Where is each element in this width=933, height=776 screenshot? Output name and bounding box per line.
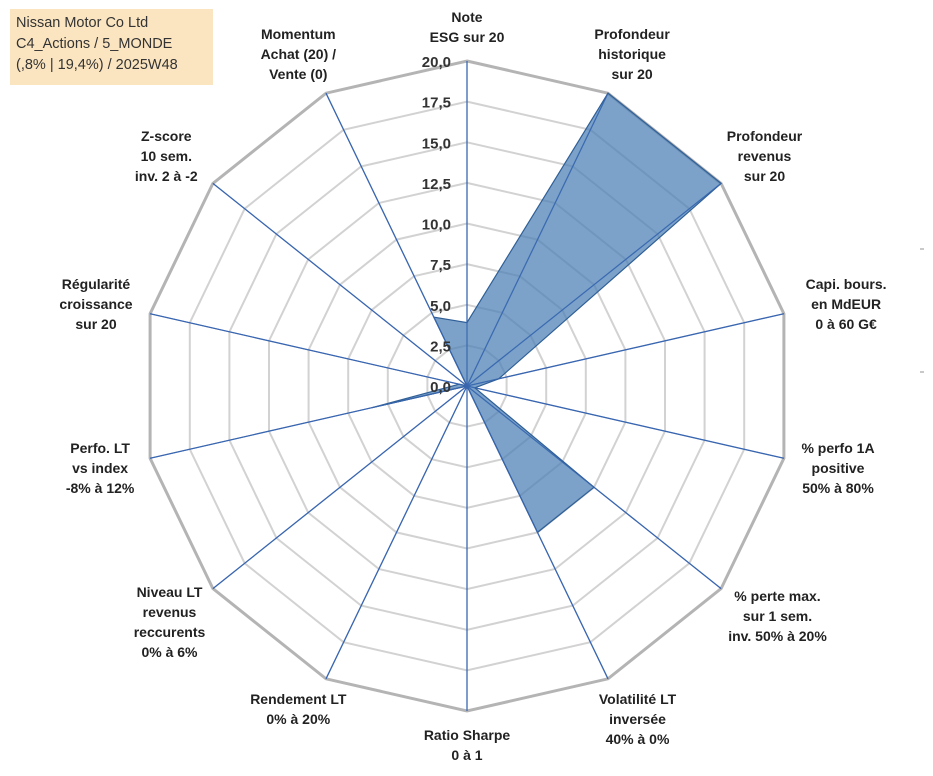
axis-label-line: % perfo 1A bbox=[801, 440, 875, 457]
axis-label: Capi. bours. en MdEUR 0 à 60 G€ bbox=[806, 274, 887, 334]
axis-label-line: 0% à 6% bbox=[141, 644, 198, 661]
axis-label-line: Rendement LT bbox=[250, 691, 347, 708]
title-stats: (,8% | 19,4%) / 2025W48 bbox=[16, 57, 178, 73]
axis-label-line: inversée bbox=[609, 710, 666, 727]
axis-label: Profondeur revenus sur 20 bbox=[727, 126, 802, 186]
axis-label-line: Niveau LT bbox=[136, 584, 203, 601]
axis-spoke-overlay bbox=[149, 313, 468, 387]
axis-label-line: Profondeur bbox=[726, 127, 803, 144]
tick-label: 20,0 bbox=[422, 54, 451, 71]
scroll-tick-mark bbox=[920, 371, 924, 373]
axis-label-line: Capi. bours. bbox=[805, 275, 887, 292]
axis-spoke-overlay bbox=[325, 385, 468, 679]
tick-label: 12,5 bbox=[422, 176, 451, 193]
axis-spoke-overlay bbox=[466, 385, 609, 679]
chart-title-box: Nissan Motor Co Ltd C4_Actions / 5_MONDE… bbox=[10, 9, 213, 85]
series-area bbox=[371, 92, 723, 534]
axis-label-line: Profondeur bbox=[594, 25, 670, 42]
axis-label-line: 0 à 60 G€ bbox=[815, 315, 877, 332]
axis-spoke-overlay bbox=[466, 313, 785, 387]
axis-label-line: Z-score bbox=[141, 127, 192, 144]
tick-label: 2,5 bbox=[430, 338, 451, 355]
axis-label-line: Momentum bbox=[260, 25, 336, 42]
axis-label: Ratio Sharpe 0 à 1 bbox=[424, 725, 510, 765]
axis-label-line: Achat (20) / bbox=[260, 45, 337, 62]
axis-label-line: revenus bbox=[142, 604, 197, 621]
axis-label-line: sur 20 bbox=[611, 65, 653, 82]
axis-label-line: sur 1 sem. bbox=[742, 608, 813, 625]
axis-spoke-overlay bbox=[466, 385, 785, 459]
axis-label-line: Note bbox=[451, 9, 483, 25]
axis-label-line: Ratio Sharpe bbox=[423, 727, 511, 743]
tick-label: 0,0 bbox=[430, 379, 451, 396]
tick-label: 10,0 bbox=[422, 217, 451, 234]
axis-label-line: 0 à 1 bbox=[451, 747, 483, 763]
axis-label-line: ESG sur 20 bbox=[429, 29, 505, 45]
axis-label-line: % perte max. bbox=[734, 588, 821, 605]
axis-spoke-overlay bbox=[325, 93, 468, 387]
axis-label: % perfo 1A positive 50% à 80% bbox=[801, 438, 874, 498]
axis-label: Profondeur historique sur 20 bbox=[594, 24, 669, 84]
axis-label-line: Vente (0) bbox=[269, 65, 328, 82]
axis-spoke-overlay bbox=[466, 93, 609, 387]
axis-label: Niveau LT revenus reccurents 0% à 6% bbox=[134, 582, 206, 662]
title-company: Nissan Motor Co Ltd bbox=[16, 15, 149, 31]
axis-spoke-overlay bbox=[212, 385, 468, 589]
axis-label-line: -8% à 12% bbox=[65, 480, 135, 497]
axis-label-line: 50% à 80% bbox=[802, 480, 874, 497]
axis-label: % perte max. sur 1 sem. inv. 50% à 20% bbox=[728, 586, 827, 646]
axis-label-line: positive bbox=[811, 460, 865, 477]
axis-spoke-overlay bbox=[466, 385, 722, 589]
axis-label-line: 10 sem. bbox=[140, 147, 192, 164]
axis-label-line: Régularité bbox=[61, 275, 131, 292]
axis-label: Momentum Achat (20) / Vente (0) bbox=[261, 24, 336, 84]
axis-label: Perfo. LT vs index -8% à 12% bbox=[66, 438, 134, 498]
tick-labels: 0,0 2,5 5,0 7,5 10,0 12,5 15,0 17,5 20,0 bbox=[422, 54, 451, 396]
tick-label: 5,0 bbox=[430, 298, 451, 315]
axis-label-line: reccurents bbox=[133, 624, 206, 641]
axis-label-line: Volatilité LT bbox=[598, 690, 677, 707]
tick-label: 17,5 bbox=[422, 95, 451, 112]
axis-label-line: Perfo. LT bbox=[70, 440, 130, 457]
scroll-tick-mark bbox=[920, 248, 924, 250]
axis-spoke-overlay bbox=[466, 183, 722, 387]
axis-label-line: 0% à 20% bbox=[266, 711, 331, 728]
series-layer bbox=[149, 61, 785, 711]
axis-label: Z-score 10 sem. inv. 2 à -2 bbox=[135, 126, 198, 186]
tick-label: 15,0 bbox=[422, 135, 451, 152]
axis-spoke-overlay bbox=[149, 385, 468, 459]
axis-label-line: en MdEUR bbox=[811, 295, 882, 312]
axis-label-line: sur 20 bbox=[743, 167, 786, 184]
axis-label-line: revenus bbox=[737, 147, 792, 164]
axis-label-line: 40% à 0% bbox=[605, 730, 670, 747]
axis-label-line: vs index bbox=[72, 460, 129, 477]
axis-label: Volatilité LT inversée 40% à 0% bbox=[599, 689, 676, 749]
axis-label: Régularité croissance sur 20 bbox=[59, 274, 132, 334]
tick-label: 7,5 bbox=[430, 257, 451, 274]
axis-spoke-overlay bbox=[212, 183, 468, 387]
axis-label-line: sur 20 bbox=[75, 315, 117, 332]
axis-label: Rendement LT 0% à 20% bbox=[250, 689, 346, 729]
axis-label-line: croissance bbox=[59, 295, 133, 312]
axis-label-line: historique bbox=[598, 45, 666, 62]
axis-label-line: inv. 2 à -2 bbox=[134, 167, 198, 184]
axis-label: Note ESG sur 20 bbox=[430, 7, 505, 47]
title-portfolio: C4_Actions / 5_MONDE bbox=[16, 36, 173, 52]
axis-label-line: inv. 50% à 20% bbox=[728, 628, 827, 645]
